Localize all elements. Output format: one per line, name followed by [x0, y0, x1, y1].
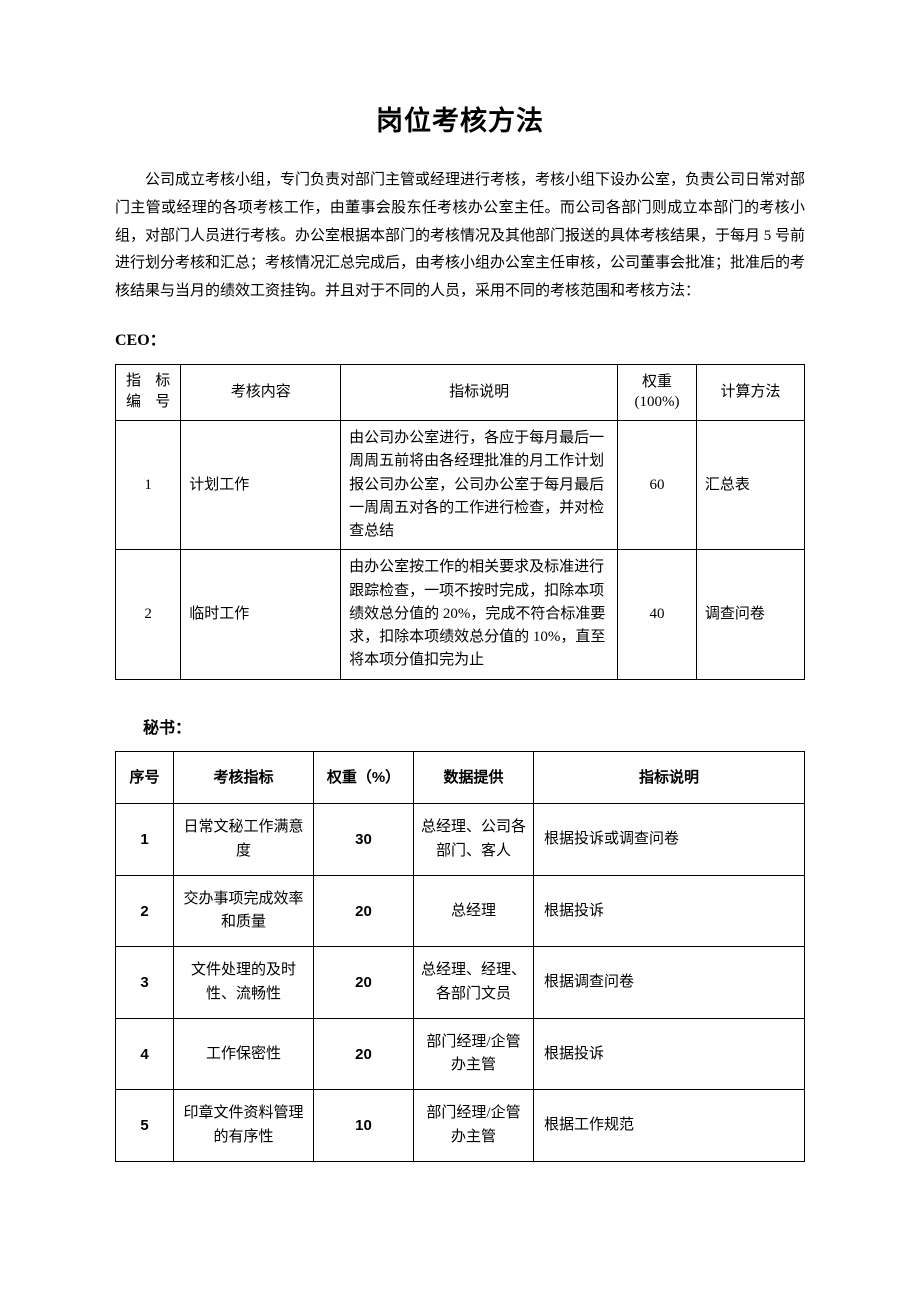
cell-source: 总经理、公司各部门、客人: [414, 804, 534, 876]
col-header-source: 数据提供: [414, 752, 534, 804]
cell-metric: 交办事项完成效率和质量: [174, 875, 314, 947]
col-header-id: 指 标 编 号: [116, 364, 181, 421]
cell-content: 计划工作: [181, 421, 341, 550]
table-row: 5 印章文件资料管理的有序性 10 部门经理/企管办主管 根据工作规范: [116, 1090, 805, 1162]
table-row: 2 交办事项完成效率和质量 20 总经理 根据投诉: [116, 875, 805, 947]
cell-method: 调查问卷: [696, 550, 804, 679]
cell-note: 根据工作规范: [534, 1090, 805, 1162]
section-secretary-label: 秘书：: [143, 716, 805, 742]
cell-source: 部门经理/企管办主管: [414, 1018, 534, 1090]
col-header-weight: 权重 (100%): [618, 364, 697, 421]
cell-note: 根据调查问卷: [534, 947, 805, 1019]
cell-weight: 30: [314, 804, 414, 876]
section-secretary: 秘书： 序号 考核指标 权重（%） 数据提供 指标说明 1 日常文秘工作满意度 …: [115, 716, 805, 1162]
cell-seq: 5: [116, 1090, 174, 1162]
cell-method: 汇总表: [696, 421, 804, 550]
cell-source: 总经理、经理、各部门文员: [414, 947, 534, 1019]
cell-id: 2: [116, 550, 181, 679]
weight-label-line2: (100%): [634, 394, 679, 410]
cell-seq: 3: [116, 947, 174, 1019]
section-ceo-label: CEO：: [115, 328, 805, 354]
col-header-desc: 指标说明: [341, 364, 618, 421]
col-header-method: 计算方法: [696, 364, 804, 421]
col-header-seq: 序号: [116, 752, 174, 804]
table-row: 1 计划工作 由公司办公室进行，各应于每月最后一周周五前将由各经理批准的月工作计…: [116, 421, 805, 550]
cell-source: 总经理: [414, 875, 534, 947]
cell-weight: 20: [314, 1018, 414, 1090]
table-header-row: 序号 考核指标 权重（%） 数据提供 指标说明: [116, 752, 805, 804]
cell-metric: 印章文件资料管理的有序性: [174, 1090, 314, 1162]
cell-content: 临时工作: [181, 550, 341, 679]
cell-desc: 由公司办公室进行，各应于每月最后一周周五前将由各经理批准的月工作计划报公司办公室…: [341, 421, 618, 550]
table-row: 3 文件处理的及时性、流畅性 20 总经理、经理、各部门文员 根据调查问卷: [116, 947, 805, 1019]
table-row: 1 日常文秘工作满意度 30 总经理、公司各部门、客人 根据投诉或调查问卷: [116, 804, 805, 876]
cell-weight: 10: [314, 1090, 414, 1162]
cell-weight: 40: [618, 550, 697, 679]
page-title: 岗位考核方法: [115, 100, 805, 143]
col-header-note: 指标说明: [534, 752, 805, 804]
cell-seq: 2: [116, 875, 174, 947]
cell-source: 部门经理/企管办主管: [414, 1090, 534, 1162]
cell-metric: 日常文秘工作满意度: [174, 804, 314, 876]
col-header-content: 考核内容: [181, 364, 341, 421]
cell-note: 根据投诉: [534, 1018, 805, 1090]
cell-desc: 由办公室按工作的相关要求及标准进行跟踪检查，一项不按时完成，扣除本项绩效总分值的…: [341, 550, 618, 679]
table-header-row: 指 标 编 号 考核内容 指标说明 权重 (100%) 计算方法: [116, 364, 805, 421]
table-row: 4 工作保密性 20 部门经理/企管办主管 根据投诉: [116, 1018, 805, 1090]
secretary-table: 序号 考核指标 权重（%） 数据提供 指标说明 1 日常文秘工作满意度 30 总…: [115, 751, 805, 1162]
col-header-weight: 权重（%）: [314, 752, 414, 804]
section-ceo: CEO： 指 标 编 号 考核内容 指标说明 权重 (100%) 计算方法 1 …: [115, 328, 805, 680]
col-header-metric: 考核指标: [174, 752, 314, 804]
cell-seq: 1: [116, 804, 174, 876]
cell-note: 根据投诉或调查问卷: [534, 804, 805, 876]
cell-weight: 20: [314, 875, 414, 947]
intro-paragraph: 公司成立考核小组，专门负责对部门主管或经理进行考核，考核小组下设办公室，负责公司…: [115, 167, 805, 306]
cell-metric: 工作保密性: [174, 1018, 314, 1090]
table-row: 2 临时工作 由办公室按工作的相关要求及标准进行跟踪检查，一项不按时完成，扣除本…: [116, 550, 805, 679]
cell-id: 1: [116, 421, 181, 550]
weight-label-line1: 权重: [642, 374, 672, 390]
cell-weight: 20: [314, 947, 414, 1019]
cell-seq: 4: [116, 1018, 174, 1090]
cell-weight: 60: [618, 421, 697, 550]
cell-metric: 文件处理的及时性、流畅性: [174, 947, 314, 1019]
cell-note: 根据投诉: [534, 875, 805, 947]
ceo-table: 指 标 编 号 考核内容 指标说明 权重 (100%) 计算方法 1 计划工作 …: [115, 364, 805, 680]
